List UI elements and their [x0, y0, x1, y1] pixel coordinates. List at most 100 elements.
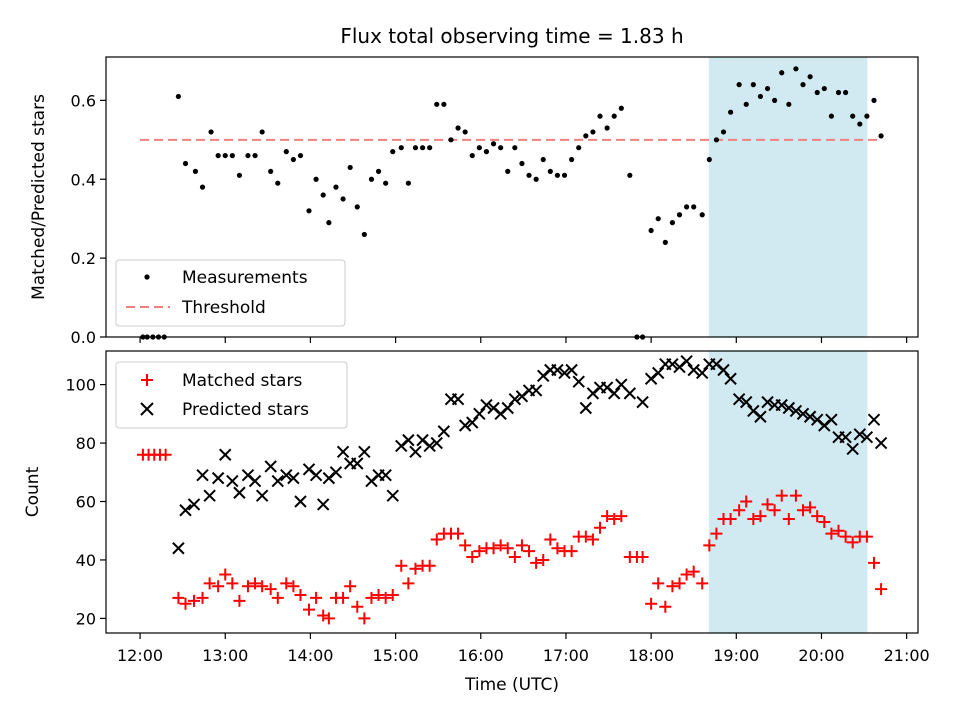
measurement-point: [627, 172, 633, 178]
measurement-point: [699, 212, 705, 218]
counts-legend-box: [115, 361, 348, 429]
time-x-tick-label: 21:00: [884, 646, 930, 665]
predicted-star-point: [860, 430, 874, 444]
matched-star-point: [196, 591, 209, 604]
time-x-tick-label: 14:00: [287, 646, 333, 665]
matched-star-point: [344, 580, 357, 593]
matched-star-point: [645, 597, 658, 610]
ratio-legend-box: [115, 259, 346, 327]
predicted-star-point: [430, 436, 443, 450]
matched-star-point: [466, 551, 479, 564]
counts-y-tick-label: 60: [76, 492, 96, 511]
matched-star-point: [501, 542, 514, 555]
matched-star-point: [452, 527, 465, 540]
predicted-star-point: [608, 387, 621, 400]
measurement-point: [476, 145, 482, 151]
measurement-point: [519, 160, 525, 167]
matched-star-point: [703, 539, 716, 552]
matched-star-point: [544, 533, 557, 546]
measurement-point: [720, 129, 727, 135]
matched-star-point: [249, 577, 262, 590]
measurement-point: [441, 101, 447, 107]
measurement-point: [182, 160, 189, 167]
measurement-point: [419, 145, 426, 151]
legend-label-threshold: Threshold: [181, 298, 266, 318]
ratio-panel-frame: [105, 56, 919, 338]
measurement-point: [375, 168, 382, 174]
matched-star-point: [636, 551, 649, 564]
legend-label-predicted: Predicted stars: [182, 400, 309, 420]
chart-title: Flux total observing time = 1.83 h: [340, 24, 683, 48]
predicted-star-point: [680, 355, 693, 368]
measurement-point: [800, 82, 806, 88]
predicted-star-point: [211, 471, 225, 485]
matched-star-point: [586, 533, 599, 546]
predicted-star-point: [782, 401, 796, 415]
matched-star-point: [395, 559, 408, 572]
measurement-point: [684, 204, 690, 210]
predicted-star-point: [565, 363, 578, 377]
measurement-point: [326, 220, 332, 226]
measurement-point: [691, 204, 697, 210]
measurement-point: [390, 149, 396, 155]
measurement-point: [843, 89, 849, 96]
predicted-star-point: [255, 489, 269, 502]
measurement-point: [354, 204, 360, 210]
measurement-point: [793, 66, 799, 72]
matched-star-point: [280, 577, 293, 590]
matched-star-point: [710, 527, 723, 540]
measurement-point: [175, 93, 181, 100]
measurement-point: [597, 113, 603, 119]
measurement-point: [347, 164, 353, 171]
matched-star-point: [322, 612, 335, 625]
matched-star-point: [473, 545, 486, 558]
predicted-star-point: [623, 387, 637, 400]
measurement-point: [498, 145, 504, 151]
predicted-star-point: [402, 433, 415, 447]
measurement-point: [786, 101, 792, 107]
legend-marker-matched: [141, 374, 153, 386]
predicted-star-point: [219, 448, 232, 461]
measurement-points: [140, 66, 884, 340]
predicted-star-point: [775, 398, 788, 412]
matched-star-point: [409, 562, 422, 575]
matched-star-point: [797, 504, 810, 517]
matched-star-point: [740, 495, 753, 508]
predicted-star-point: [233, 486, 246, 499]
measurement-point: [245, 152, 251, 159]
predicted-star-point: [636, 395, 649, 409]
predicted-star-point: [480, 398, 493, 412]
legend-marker-predicted: [140, 402, 154, 416]
matched-star-point: [659, 600, 672, 613]
measurement-point: [306, 208, 312, 214]
predicted-star-point: [789, 404, 803, 418]
measurement-point: [526, 172, 532, 178]
measurement-point: [469, 152, 475, 159]
measurement-point: [583, 133, 589, 139]
predicted-star-point: [508, 393, 522, 406]
matched-star-point: [875, 583, 888, 596]
matched-stars-points: [136, 448, 888, 625]
measurement-point: [268, 168, 274, 174]
matched-star-point: [615, 510, 628, 523]
ratio-panel: 0.0 0.2 0.4 0.6 Matched/Predicted stars Mea…: [29, 56, 919, 347]
matched-star-point: [386, 589, 399, 602]
measurement-point: [561, 172, 568, 178]
predicted-star-point: [423, 439, 436, 453]
matched-star-point: [402, 577, 415, 590]
predicted-star-point: [264, 460, 277, 473]
time-x-tick-label: 13:00: [202, 646, 248, 665]
measurement-point: [462, 129, 468, 135]
predicted-star-point: [172, 542, 185, 555]
measurement-point: [713, 137, 720, 143]
predicted-star-point: [316, 498, 330, 511]
matched-star-point: [303, 603, 315, 616]
predicted-star-point: [466, 416, 479, 429]
measurement-point: [706, 156, 712, 163]
predicted-star-point: [551, 363, 564, 377]
predicted-star-point: [248, 474, 262, 488]
measurement-point: [828, 113, 835, 119]
matched-star-point: [508, 551, 521, 564]
matched-star-point: [680, 568, 693, 581]
